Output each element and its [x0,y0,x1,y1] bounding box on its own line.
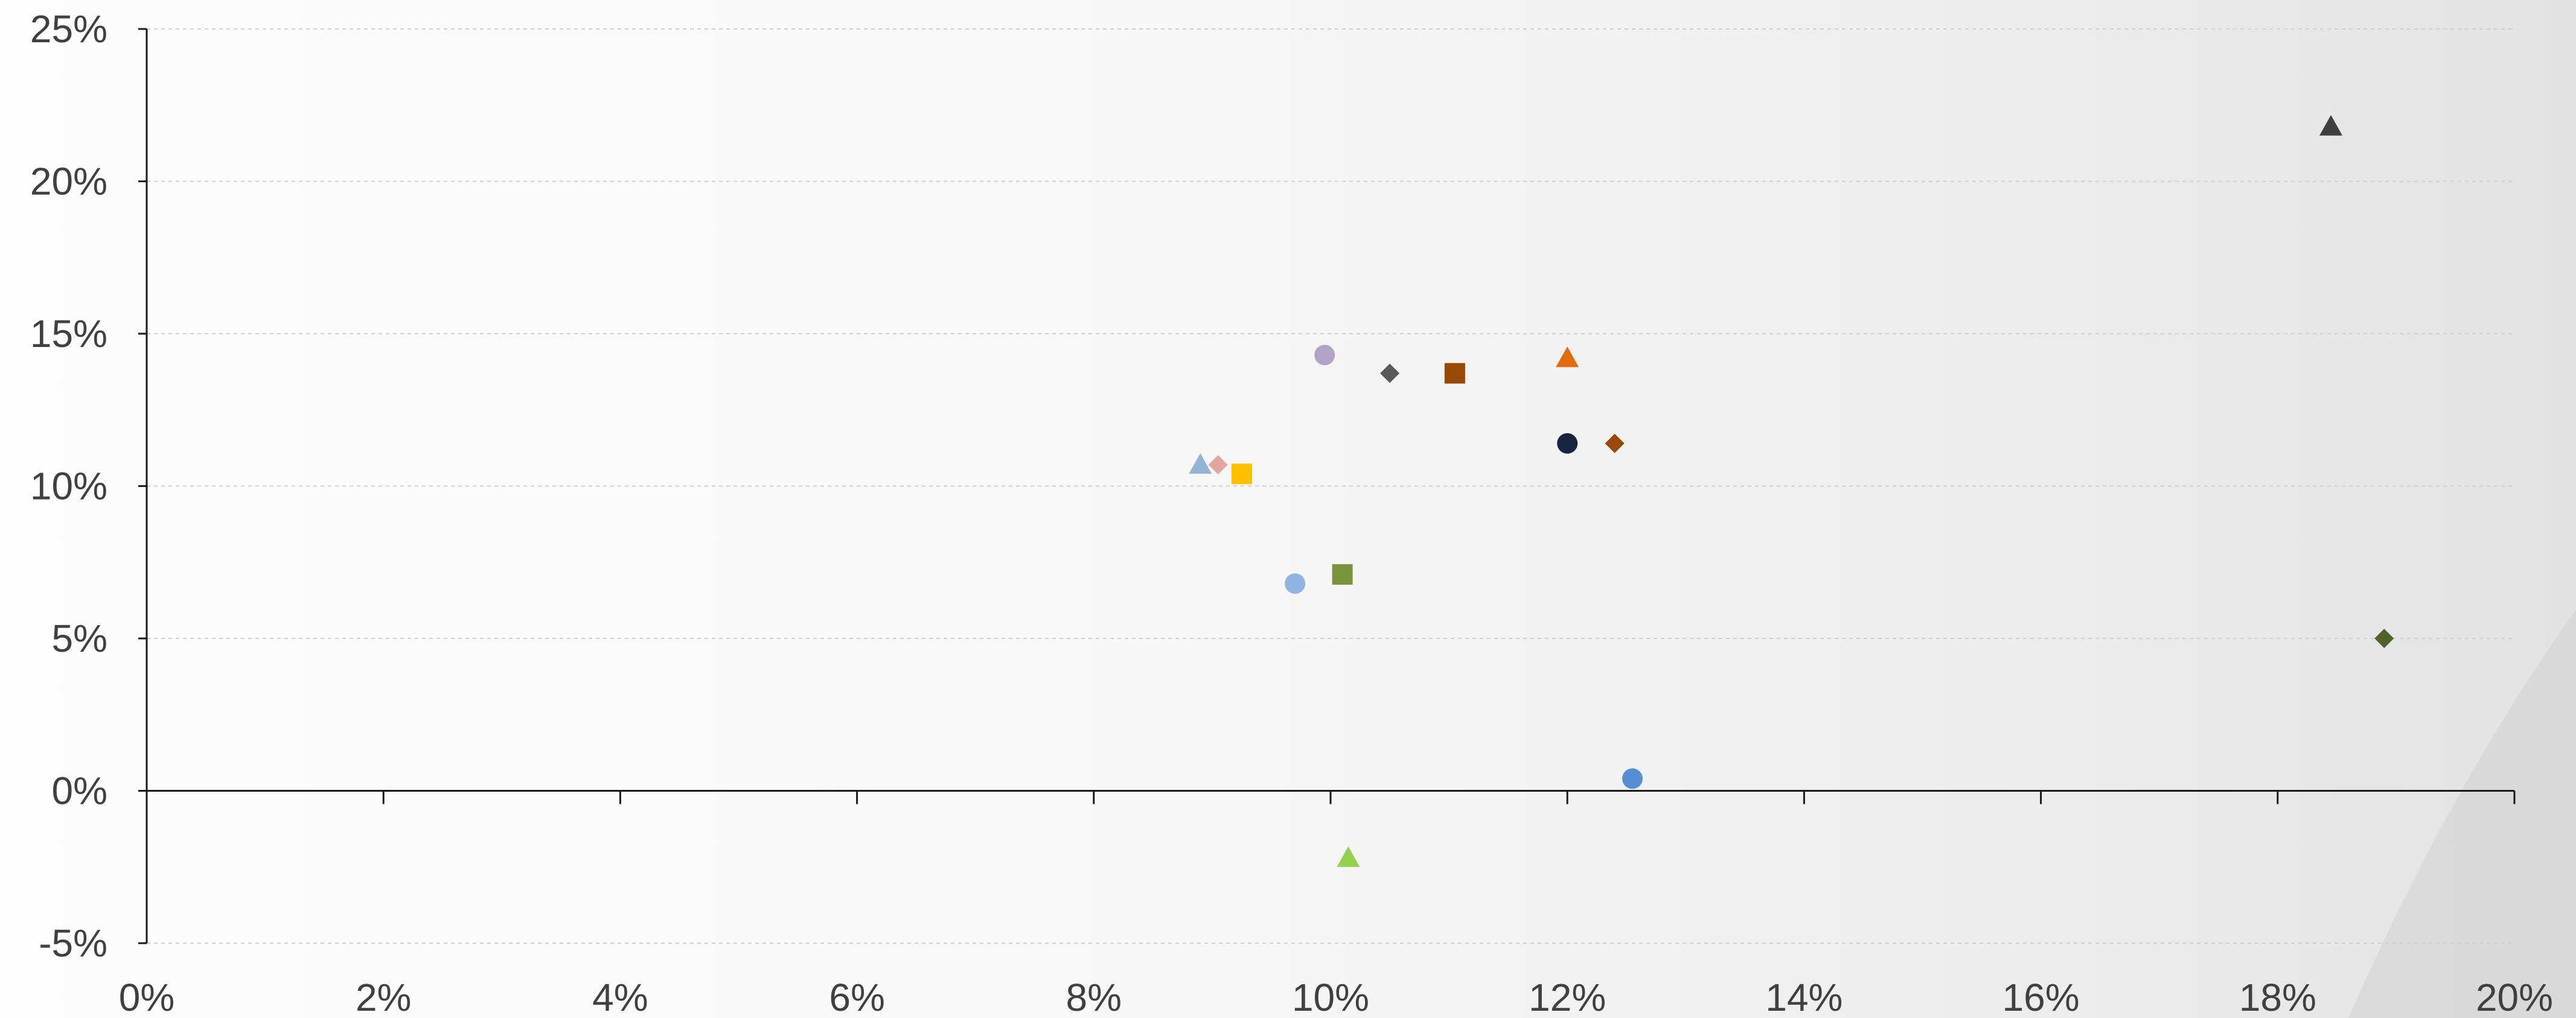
x-tick-label: 18% [2239,976,2316,1018]
y-tick-label: -5% [39,921,107,965]
scatter-point [2374,629,2394,648]
scatter-point [1622,768,1643,789]
y-tick-labels: -5% 0% 5% 10% 15% 20% 25% [30,7,107,965]
scatter-point [1380,363,1400,383]
scatter-point [2319,115,2343,136]
scatter-point [1314,345,1335,366]
x-tick-label: 12% [1529,976,1606,1018]
scatter-point [1444,363,1465,384]
x-tick-label: 14% [1765,976,1843,1018]
x-tick-label: 16% [2002,976,2080,1018]
x-tick-label: 4% [592,976,648,1018]
scatter-point [1285,573,1306,594]
x-tick-label: 10% [1292,976,1369,1018]
scatter-point [1557,433,1578,454]
x-tick-labels: 0% 2% 4% 6% 8% 10% 12% 14% 16% 18% 20% [119,976,2553,1018]
y-tick-label: 0% [52,769,108,813]
scatter-point [1605,433,1625,453]
x-tick-label: 6% [829,976,885,1018]
gridlines [147,28,2514,944]
x-tick-label: 2% [356,976,412,1018]
y-tick-label: 5% [52,617,108,660]
x-tick-label: 0% [119,976,175,1018]
scatter-point [1337,846,1360,867]
x-tick-label: 8% [1066,976,1122,1018]
y-tick-label: 10% [30,465,107,508]
scatter-point [1556,346,1579,367]
scatter-point [1208,455,1228,475]
scatter-point [1332,564,1353,585]
corner-shade [2348,609,2576,1018]
scatter-point [1231,463,1252,485]
x-tick-label: 20% [2476,976,2553,1018]
y-tick-label: 15% [30,312,107,355]
scatter-point [1189,453,1212,474]
y-tick-label: 20% [30,160,107,203]
axes [138,28,2516,944]
y-tick-label: 25% [30,7,107,51]
data-points [1189,115,2394,867]
